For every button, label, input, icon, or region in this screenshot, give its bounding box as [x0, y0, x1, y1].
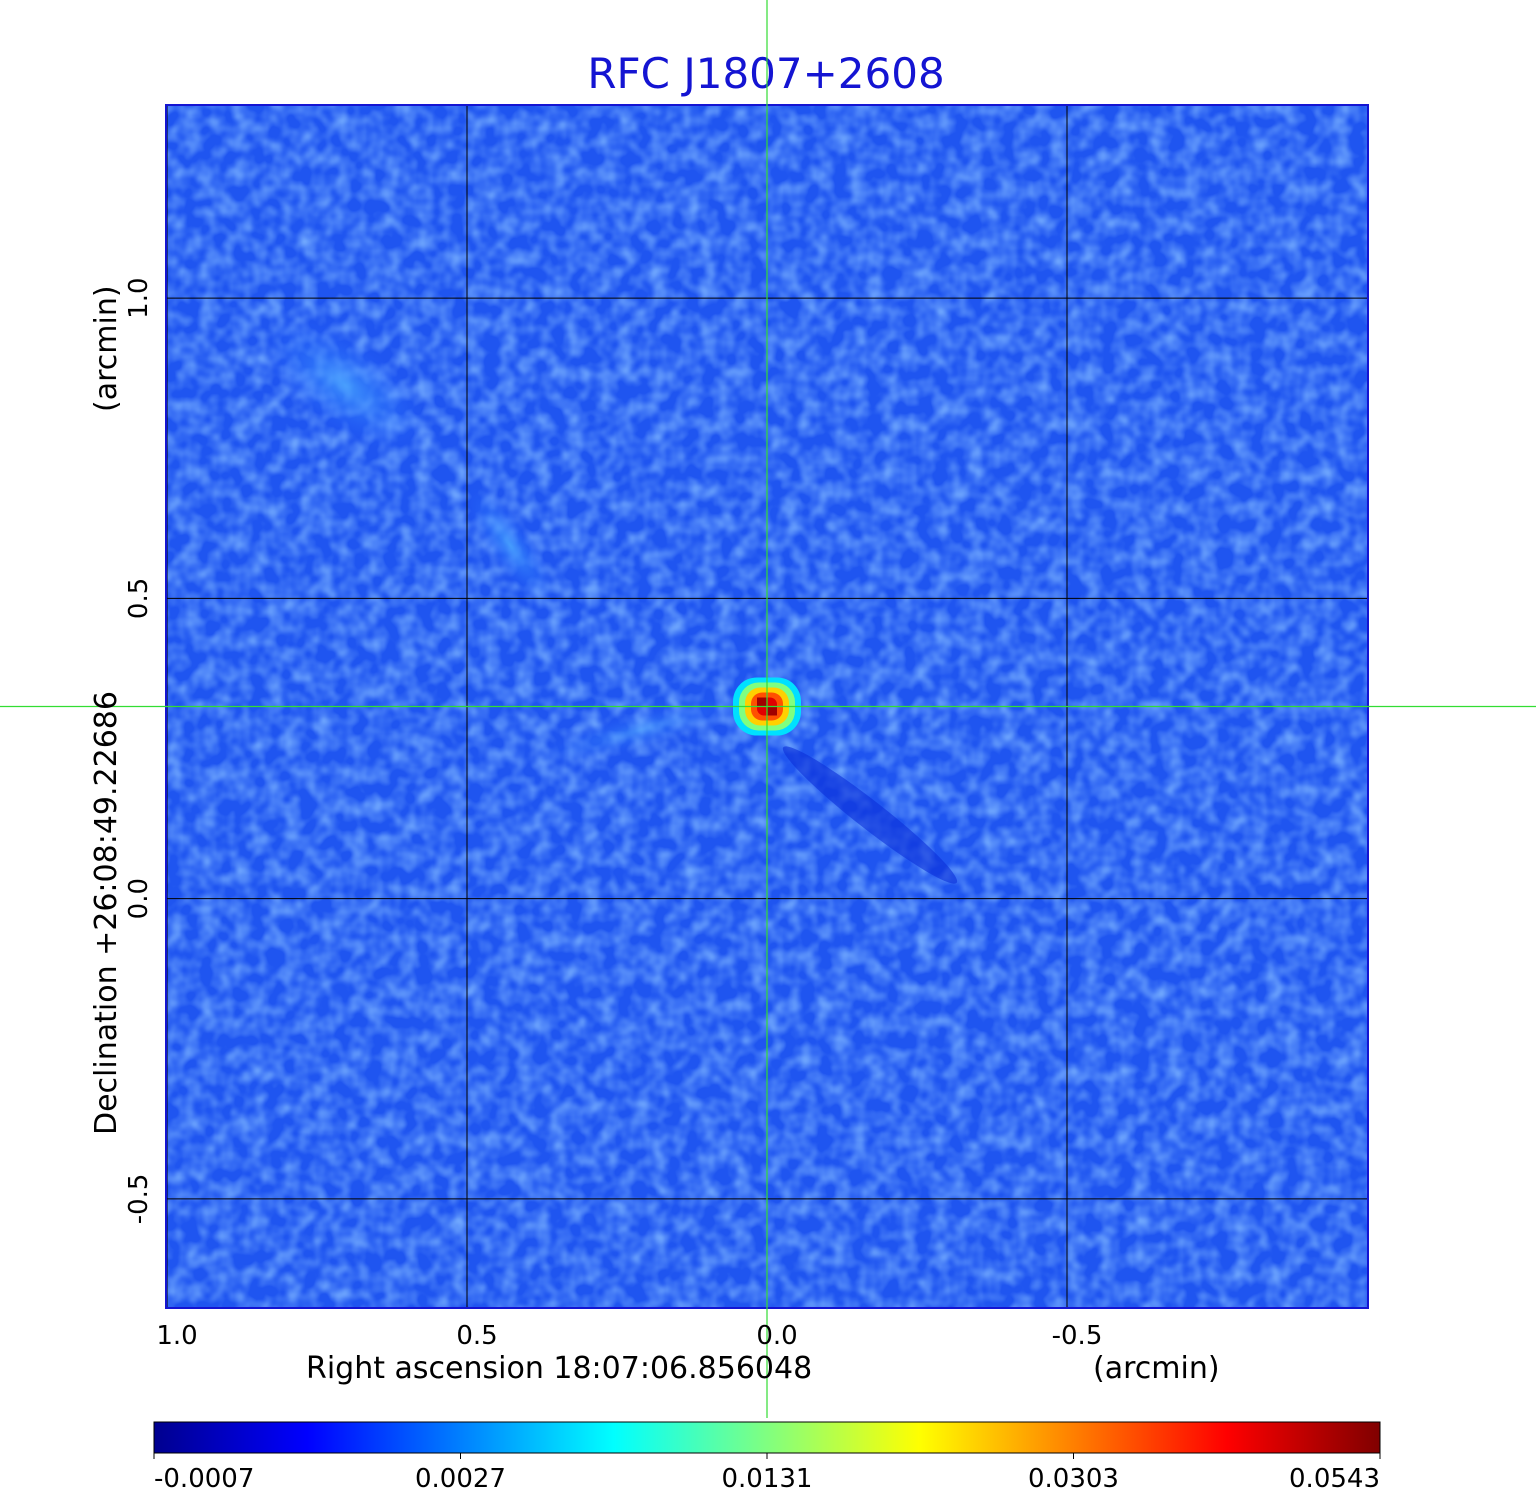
diffuse-emission-lower [533, 696, 747, 764]
x-tick-label: 0.0 [756, 1321, 797, 1351]
colorbar-tick-label: 0.0303 [1028, 1464, 1119, 1494]
y-tick-label: 0.5 [124, 578, 154, 619]
colorbar-gradient [154, 1422, 1380, 1453]
source-peak [733, 677, 801, 736]
y-axis-unit: (arcmin) [89, 285, 124, 412]
y-tick-label: 0.0 [124, 878, 154, 919]
colorbar-tick-label: 0.0131 [722, 1464, 813, 1494]
y-tick-labels: 1.0 0.5 0.0 -0.5 [124, 277, 154, 1224]
x-tick-labels: 1.0 0.5 0.0 -0.5 [156, 1321, 1102, 1351]
x-axis-unit: (arcmin) [1093, 1351, 1220, 1386]
dark-streak [782, 746, 958, 884]
diffuse-emission-streak [465, 486, 555, 604]
source-core-pixel [757, 697, 767, 707]
y-axis-label: Declination +26:08:49.22686 [89, 691, 124, 1135]
x-tick-label: 1.0 [156, 1321, 197, 1351]
chart-title: RFC J1807+2608 [587, 49, 944, 98]
x-axis-label: Right ascension 18:07:06.856048 [306, 1351, 812, 1386]
x-tick-label: -0.5 [1052, 1321, 1103, 1351]
colorbar [153, 1421, 1381, 1454]
y-tick-label: -0.5 [124, 1174, 154, 1225]
colorbar-tick-label: 0.0027 [415, 1464, 506, 1494]
crosshair [0, 0, 1536, 1418]
colorbar-tick-label: 0.0543 [1289, 1464, 1380, 1494]
colorbar-tick-labels: -0.0007 0.0027 0.0131 0.0303 0.0543 [153, 1453, 1381, 1494]
source-core-pixel [767, 706, 777, 716]
y-tick-label: 1.0 [124, 277, 154, 318]
x-tick-label: 0.5 [456, 1321, 497, 1351]
diffuse-emission-upper [263, 319, 427, 451]
colorbar-tick-label: -0.0007 [154, 1464, 254, 1494]
